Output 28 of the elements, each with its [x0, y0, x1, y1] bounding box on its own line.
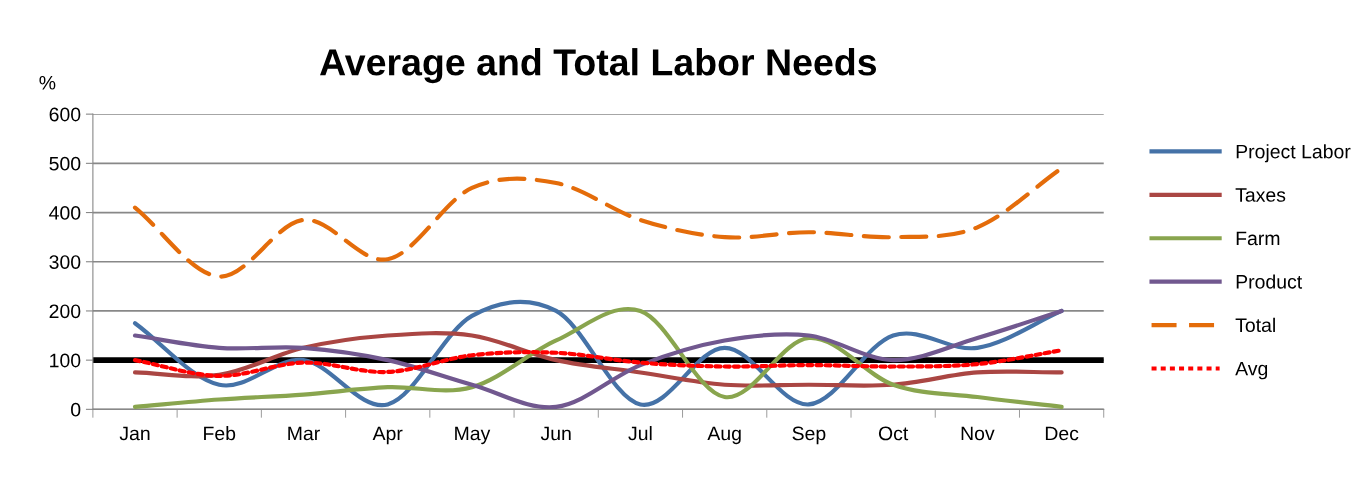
- legend-label: Product: [1236, 274, 1303, 289]
- legend-label: Total: [1235, 317, 1275, 333]
- y-tick-label: 400: [49, 206, 81, 220]
- line-series: [132, 348, 1064, 378]
- x-tick-label: Nov: [961, 426, 995, 441]
- y-tick-label: 0: [71, 402, 81, 417]
- legend-label: Project Labor: [1236, 144, 1351, 163]
- x-tick-label: May: [455, 426, 491, 445]
- x-tick-label: Oct: [878, 426, 909, 441]
- y-tick-label: 100: [50, 353, 81, 368]
- legend-label: Farm: [1236, 231, 1280, 246]
- chart-title: Average and Total Labor Needs: [320, 48, 877, 84]
- x-tick-label: Dec: [1045, 426, 1079, 441]
- y-tick-label: 200: [49, 304, 81, 319]
- x-tick-label: Mar: [288, 426, 320, 441]
- y-axis-title: %: [39, 75, 56, 90]
- x-tick-label: Jul: [628, 426, 652, 441]
- x-tick-label: Feb: [204, 426, 236, 441]
- y-tick-label: 600: [49, 107, 81, 122]
- x-tick-label: Aug: [707, 426, 741, 445]
- x-tick-label: Jun: [540, 426, 571, 441]
- legend-label: Avg: [1235, 361, 1268, 380]
- y-tick-label: 300: [49, 255, 81, 269]
- legend-label: Taxes: [1235, 188, 1286, 202]
- y-tick-label: 500: [49, 156, 81, 171]
- x-tick-label: Apr: [372, 426, 403, 445]
- x-tick-label: Sep: [792, 426, 826, 445]
- x-tick-label: Jan: [119, 426, 150, 441]
